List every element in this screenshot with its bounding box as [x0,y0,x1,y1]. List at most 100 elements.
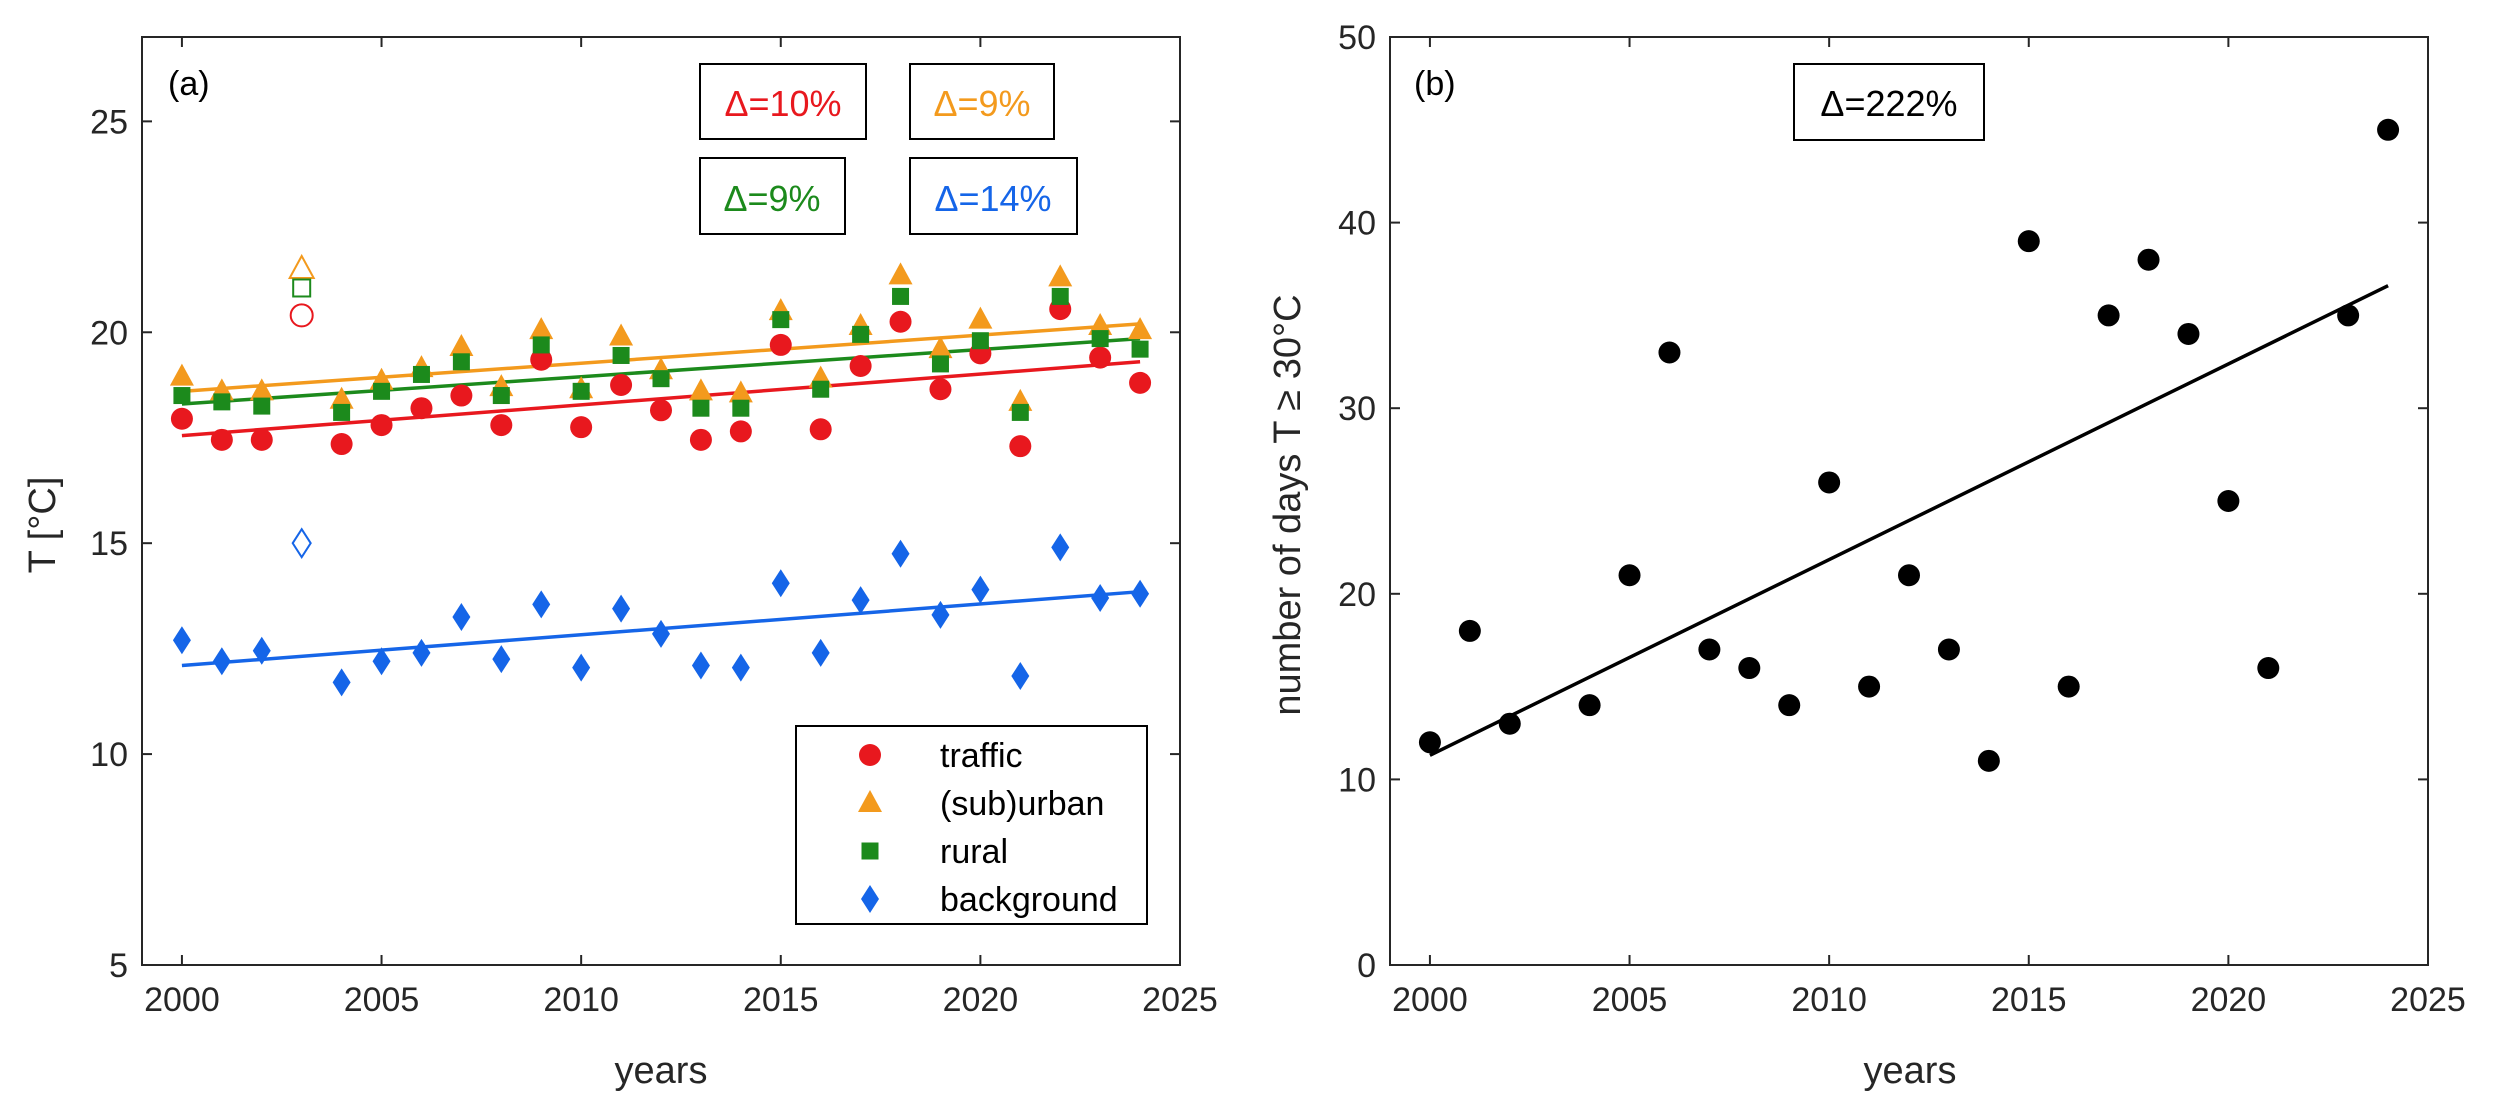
trend-line-traffic [181,360,1141,438]
data-point-background [1131,579,1150,608]
legend-label-suburban: (sub)urban [940,785,1104,823]
data-point-traffic [450,384,473,407]
data-point-background [372,647,391,676]
x-tick-labels-b: 2000 2005 2010 2015 2020 2025 [1392,981,2466,1019]
data-point-background [691,651,710,680]
x-tick-label: 2005 [1592,981,1668,1019]
data-point-rural [852,325,870,343]
legend-marker-rural [861,842,879,860]
data-point-rural [572,382,590,400]
data-point-series [1458,619,1481,642]
data-point-rural [213,393,231,411]
data-point-series [1618,564,1641,587]
y-tick-label: 15 [90,525,128,563]
data-point-suburban [1048,264,1073,287]
y-tick-label: 5 [109,947,128,985]
data-point-rural [253,397,271,415]
data-point-suburban [1088,312,1113,335]
data-point-suburban [728,380,753,403]
y-tick-label: 10 [90,736,128,774]
x-tick-label: 2000 [144,981,220,1019]
x-tick-label: 2020 [2191,981,2267,1019]
data-point-rural [732,399,750,417]
trend-line-series [1429,284,2389,757]
delta-label-background: Δ=14% [934,178,1051,219]
data-point-suburban [449,334,474,357]
x-tick-label: 2000 [1392,981,1468,1019]
axes-box-b [1389,36,2429,966]
data-point-suburban [329,386,354,409]
x-tick-label: 2005 [344,981,420,1019]
y-tick-labels-b: 0 10 20 30 40 50 [1338,19,1376,985]
data-point-series [2337,304,2360,327]
data-point-series [2217,490,2240,512]
data-point-series [2097,304,2120,327]
data-point-background [811,638,830,667]
x-axis-label-b: years [1864,1050,1957,1092]
x-tick-label: 2025 [2390,981,2466,1019]
data-point-suburban [928,336,953,359]
plot-area-b [1389,36,2429,966]
y-tick-label: 20 [1338,576,1376,614]
delta-label-suburban: Δ=9% [933,83,1030,124]
data-point-rural [1131,340,1149,358]
data-point-background [1011,662,1030,691]
data-point-background [891,539,910,568]
data-point-rural [1011,403,1029,421]
data-point-series [2057,675,2080,698]
x-tick-label: 2015 [1991,981,2067,1019]
y-tick-label: 30 [1338,390,1376,428]
legend-marker-traffic [859,744,881,766]
data-point-series [1498,712,1521,735]
data-point-background [971,575,990,604]
panel-label-b: (b) [1414,65,1456,103]
data-point-traffic [330,433,353,456]
data-point-series [1778,694,1801,717]
data-point-rural [892,287,910,305]
data-point-traffic [689,428,712,451]
legend-marker-background [861,885,879,913]
data-point-traffic [570,416,593,439]
data-point-series [1937,638,1960,661]
data-point-traffic [1089,346,1112,369]
delta-box-background: Δ=14% [909,157,1078,235]
data-point-traffic [729,420,752,443]
delta-label-traffic: Δ=10% [724,83,841,124]
data-point-background [532,590,551,619]
x-tick-label: 2025 [1142,981,1218,1019]
legend-label-traffic: traffic [940,737,1023,775]
data-point-suburban [529,317,554,340]
data-point-series [1858,675,1881,698]
data-point-traffic [769,333,792,356]
data-point-traffic [929,378,952,401]
data-point-series [1418,731,1441,754]
outlier-point-rural [292,278,312,298]
data-point-series [2377,118,2400,141]
data-point-background [1091,584,1110,613]
data-point-traffic [210,428,233,451]
y-tick-label: 50 [1338,19,1376,57]
legend-label-rural: rural [940,833,1008,871]
data-point-series [2017,230,2040,253]
data-point-background [492,645,511,674]
data-point-rural [333,403,351,421]
y-axis-label-a: T [°C] [22,477,64,574]
data-point-traffic [170,407,193,430]
data-point-traffic [610,374,633,396]
data-point-rural [812,380,830,398]
x-tick-label: 2020 [943,981,1019,1019]
series-traffic [170,298,1152,458]
data-point-traffic [410,397,433,420]
data-point-traffic [530,348,553,371]
data-point-rural [612,346,630,364]
data-point-rural [652,370,670,388]
data-point-traffic [849,355,872,378]
data-point-rural [492,387,510,405]
data-point-series [1658,341,1681,364]
y-tick-label: 20 [90,314,128,352]
x-tick-labels-a: 2000 2005 2010 2015 2020 2025 [144,981,1218,1019]
data-point-suburban [1128,317,1153,340]
data-point-background [851,586,870,615]
data-point-rural [931,355,949,373]
